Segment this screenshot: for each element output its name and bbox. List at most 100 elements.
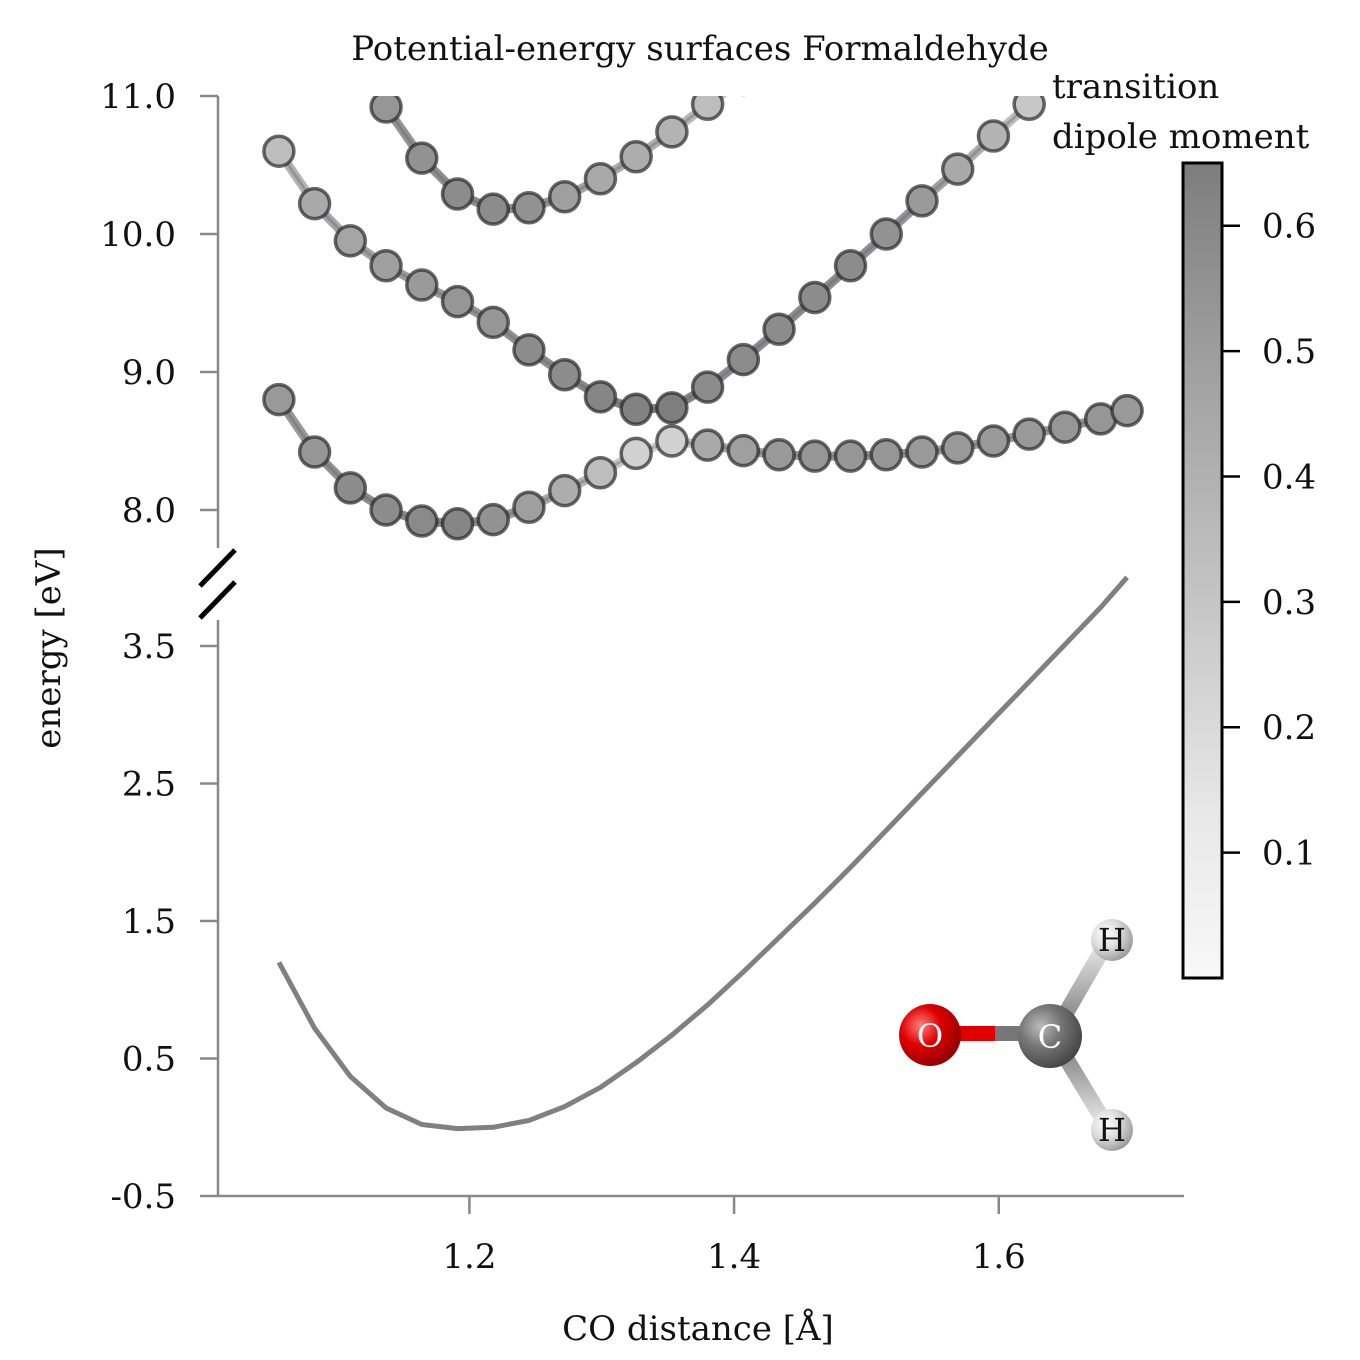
excited-state-point xyxy=(405,141,439,175)
colorbar-tick-label: 0.3 xyxy=(1262,583,1316,623)
excited-state-point xyxy=(512,191,546,225)
excited-state-point xyxy=(833,248,868,283)
excited-state-point xyxy=(440,177,475,211)
excited-state-point xyxy=(1048,410,1082,444)
formaldehyde-molecule-inset: O C H H xyxy=(899,919,1133,1151)
excited-state-point xyxy=(833,439,868,473)
excited-state-point xyxy=(762,438,796,472)
colorbar-tick-label: 0.1 xyxy=(1262,834,1316,874)
colorbar-tick-label: 0.4 xyxy=(1262,457,1316,497)
y-axis-label: energy [eV] xyxy=(29,547,69,748)
excited-state-point xyxy=(369,493,403,527)
colorbar: transition dipole moment 0.6 0.5 0.4 0.3 0.2… xyxy=(1052,67,1316,980)
atom-oxygen xyxy=(899,1004,961,1066)
excited-state-point xyxy=(690,370,725,404)
colorbar-label-line2: dipole moment xyxy=(1052,117,1310,157)
excited-state-point xyxy=(655,424,689,458)
y-tick-label: 9.0 xyxy=(122,353,176,393)
x-tick-label: 1.6 xyxy=(972,1237,1026,1277)
x-tick-label: 1.2 xyxy=(442,1237,496,1277)
excited-state-point xyxy=(547,473,582,508)
excited-state-point xyxy=(405,504,439,538)
excited-state-point xyxy=(940,431,975,465)
excited-state-point xyxy=(619,436,653,471)
atom-hydrogen-top xyxy=(1091,919,1133,961)
excited-state-point xyxy=(690,96,725,122)
y-ticks-upper: 11.0 10.0 9.0 8.0 xyxy=(100,77,218,531)
excited-state-point xyxy=(262,134,296,168)
ground-state-line xyxy=(276,575,1129,1132)
excited-state-point xyxy=(547,179,582,214)
colorbar-label-line1: transition xyxy=(1052,67,1219,107)
y-ticks-lower: 3.5 2.5 1.5 0.5 -0.5 xyxy=(110,627,218,1217)
x-axis-label: CO distance [Å] xyxy=(562,1308,834,1349)
axis-break-mark xyxy=(198,548,237,588)
y-tick-label: 8.0 xyxy=(122,491,176,531)
excited-state-point xyxy=(905,435,939,469)
colorbar-tick-label: 0.2 xyxy=(1262,708,1316,748)
excited-state-point xyxy=(476,502,510,537)
excited-state-point xyxy=(583,455,618,490)
excited-state-point xyxy=(297,435,332,469)
y-tick-label: 0.5 xyxy=(122,1040,176,1080)
bond-o-c-red xyxy=(950,1026,995,1041)
excited-state-point xyxy=(440,284,475,319)
atom-carbon xyxy=(1018,1004,1082,1068)
excited-state-point xyxy=(619,139,653,174)
colorbar-tick-label: 0.6 xyxy=(1262,207,1316,247)
excited-state-point xyxy=(583,162,618,196)
colorbar-gradient xyxy=(1181,161,1224,980)
excited-state-point xyxy=(512,490,546,524)
excited-state-point xyxy=(333,471,368,505)
axis-break-mark xyxy=(198,580,237,620)
excited-state-point xyxy=(369,248,403,283)
excited-state-point xyxy=(940,152,975,186)
excited-state-point xyxy=(547,358,582,392)
excited-state-point xyxy=(619,392,653,427)
excited-state-point xyxy=(655,115,689,149)
excited-state-3 xyxy=(369,96,746,226)
excited-state-point xyxy=(262,382,296,417)
excited-state-point xyxy=(405,268,439,302)
excited-state-point xyxy=(440,507,475,541)
excited-state-point xyxy=(1012,96,1046,122)
y-tick-label: 2.5 xyxy=(122,765,176,805)
excited-state-point xyxy=(798,439,832,473)
excited-state-point xyxy=(583,380,618,414)
x-tick-label: 1.4 xyxy=(707,1237,761,1277)
excited-state-point xyxy=(726,342,761,377)
excited-state-point xyxy=(976,424,1011,458)
excited-state-point xyxy=(798,280,832,315)
x-ticks: 1.2 1.4 1.6 xyxy=(442,1196,1026,1277)
atom-label-h-bottom: H xyxy=(1098,1111,1126,1149)
excited-state-point xyxy=(369,96,403,124)
series-group xyxy=(262,96,1144,1132)
y-tick-label: -0.5 xyxy=(110,1177,176,1217)
excited-state-point xyxy=(297,186,332,221)
y-tick-label: 11.0 xyxy=(100,77,176,117)
excited-state-2 xyxy=(262,96,1046,427)
atom-hydrogen-bottom xyxy=(1091,1109,1133,1151)
excited-state-point xyxy=(476,192,510,226)
chart-title: Potential-energy surfaces Formaldehyde xyxy=(351,29,1049,69)
excited-state-point xyxy=(1110,393,1144,428)
y-tick-label: 10.0 xyxy=(100,215,176,255)
excited-state-point xyxy=(762,312,796,346)
excited-state-point xyxy=(726,433,761,468)
excited-state-point xyxy=(476,305,510,340)
excited-state-point xyxy=(1012,417,1046,451)
excited-state-point xyxy=(976,119,1011,153)
excited-state-point xyxy=(690,428,725,462)
atom-label-o: O xyxy=(917,1017,943,1055)
y-tick-label: 1.5 xyxy=(122,902,176,942)
excited-state-point xyxy=(333,224,368,258)
excited-state-1 xyxy=(262,382,1144,541)
excited-state-point xyxy=(655,391,689,425)
atom-label-c: C xyxy=(1038,1018,1062,1056)
excited-state-point xyxy=(905,184,939,218)
y-tick-label: 3.5 xyxy=(122,627,176,667)
excited-state-point xyxy=(869,438,904,472)
excited-state-point xyxy=(869,217,904,251)
colorbar-tick-label: 0.5 xyxy=(1262,332,1316,372)
